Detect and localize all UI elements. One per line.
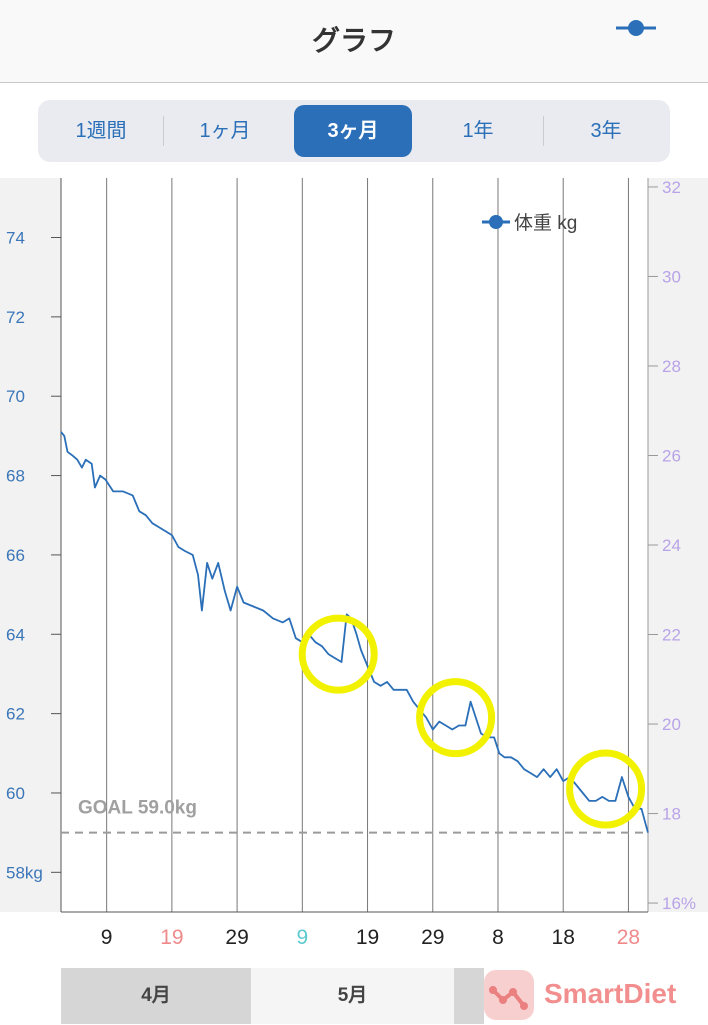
highlight-circle — [566, 749, 646, 829]
logo-text: SmartDiet — [544, 978, 677, 1009]
legend-label: 体重 kg — [514, 212, 577, 234]
left-axis-panel — [0, 178, 61, 912]
x-tick-label: 28 — [617, 926, 640, 949]
tab-1-year[interactable]: 1年 — [462, 120, 494, 142]
left-tick-label: 70 — [6, 387, 25, 406]
x-tick-label: 8 — [492, 926, 504, 949]
x-tick-label: 19 — [356, 926, 379, 949]
right-tick-label: 16% — [662, 894, 696, 913]
right-tick-label: 28 — [662, 357, 681, 376]
highlight-circle — [298, 614, 378, 694]
tab-1-week[interactable]: 1週間 — [75, 120, 127, 142]
page-title: グラフ — [311, 25, 396, 56]
left-tick-label: 62 — [6, 705, 25, 724]
legend-dot-icon — [489, 215, 503, 229]
goal-label: GOAL 59.0kg — [78, 798, 197, 819]
x-tick-label: 18 — [552, 926, 575, 949]
right-tick-label: 22 — [662, 626, 681, 645]
highlight-circle — [416, 678, 496, 758]
tab-3-years[interactable]: 3年 — [590, 120, 622, 142]
month-may[interactable]: 5月 — [251, 968, 454, 1024]
x-tick-label: 9 — [296, 926, 308, 949]
x-tick-label: 9 — [101, 926, 113, 949]
period-segmented-control: 1週間 1ヶ月 3ヶ月 1年 3年 — [38, 100, 670, 162]
top-nav-bar: グラフ — [0, 0, 708, 83]
right-tick-label: 32 — [662, 178, 681, 197]
right-tick-label: 26 — [662, 446, 681, 465]
weight-series-line — [60, 431, 649, 833]
left-tick-label: 64 — [6, 625, 25, 644]
tab-1-month[interactable]: 1ヶ月 — [199, 120, 251, 142]
month-selector: 4月 5月 — [0, 964, 708, 1024]
x-tick-label: 29 — [421, 926, 444, 949]
line-legend-icon[interactable] — [614, 14, 658, 42]
left-tick-label: 74 — [6, 229, 25, 248]
tab-separator — [543, 116, 544, 146]
weight-chart[interactable]: 58kg 60 62 64 66 68 70 72 74 16% 18 20 22 24 26 28 30 32… — [0, 178, 708, 964]
month-june[interactable] — [454, 968, 484, 1024]
right-tick-label: 30 — [662, 267, 681, 286]
x-tick-label: 19 — [160, 926, 183, 949]
tab-3-months[interactable]: 3ヶ月 — [294, 105, 412, 157]
left-tick-label: 58kg — [6, 863, 43, 882]
chart-legend: 体重 kg — [482, 212, 577, 234]
left-tick-label: 72 — [6, 308, 25, 327]
left-tick-label: 60 — [6, 784, 25, 803]
smartdiet-logo: SmartDiet — [478, 968, 708, 1024]
month-april[interactable]: 4月 — [61, 968, 251, 1024]
left-tick-label: 66 — [6, 546, 25, 565]
right-tick-label: 20 — [662, 715, 681, 734]
left-tick-label: 68 — [6, 467, 25, 486]
logo-icon — [484, 970, 534, 1020]
x-tick-label: 29 — [225, 926, 248, 949]
right-tick-label: 18 — [662, 805, 681, 824]
right-tick-label: 24 — [662, 536, 681, 555]
tab-separator — [163, 116, 164, 146]
